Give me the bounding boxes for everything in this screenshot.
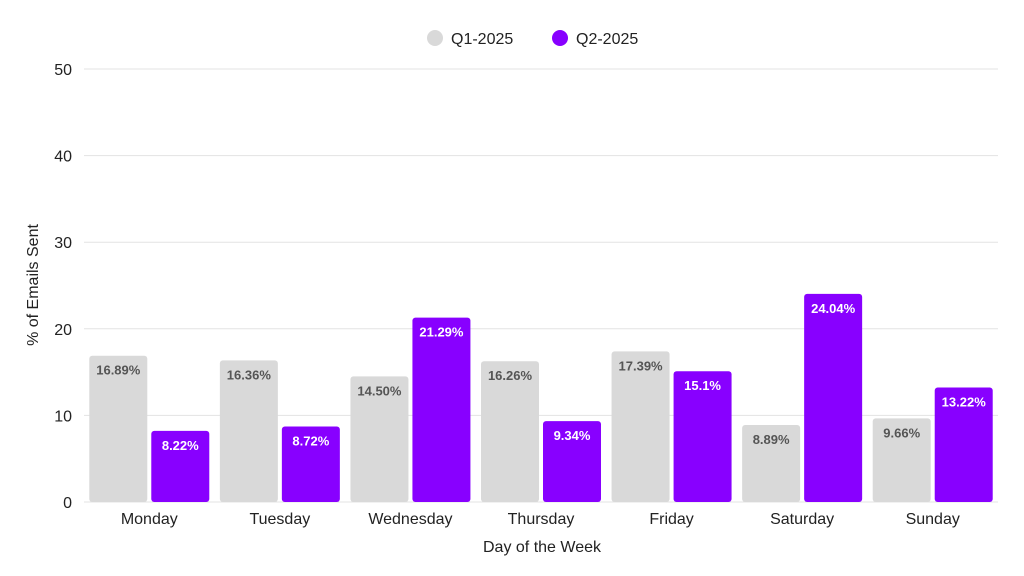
bar-value-label: 21.29% — [419, 325, 464, 340]
bar-value-label: 8.89% — [753, 432, 790, 447]
y-tick-label: 20 — [54, 322, 72, 339]
bar-value-label: 9.34% — [554, 428, 591, 443]
y-tick-label: 10 — [54, 408, 72, 425]
bar-q1-2025 — [872, 418, 931, 502]
x-tick-label: Thursday — [508, 511, 575, 528]
y-tick-label: 50 — [54, 62, 72, 79]
x-axis-ticks: Monday Tuesday Wednesday Thursday Friday Satu… — [121, 511, 960, 528]
data-labels: 16.89% 8.22% 16.36% 8.72% 14.50% 21.29% 16.26%… — [96, 301, 986, 453]
legend-label: Q1-2025 — [451, 31, 513, 48]
bar-value-label: 14.50% — [357, 383, 402, 398]
bar-q1-2025 — [350, 376, 409, 502]
bar-value-label: 9.66% — [883, 425, 920, 440]
x-tick-label: Friday — [649, 511, 693, 528]
x-axis-title: Day of the Week — [483, 539, 602, 556]
bar-q2-2025 — [804, 293, 863, 502]
bar-value-label: 13.22% — [942, 395, 987, 410]
bar-q2-2025 — [543, 421, 601, 502]
bar-q2-2025 — [281, 426, 340, 502]
bar-q2-2025 — [934, 387, 993, 502]
bar-q1-2025 — [89, 355, 148, 502]
bar-q1-2025 — [611, 351, 670, 502]
bar-q1-2025 — [219, 360, 278, 502]
bar-value-label: 24.04% — [811, 301, 856, 316]
legend-item-q1-2025[interactable]: Q1-2025 — [427, 30, 513, 48]
x-tick-label: Wednesday — [368, 511, 452, 528]
bar-value-label: 8.72% — [292, 433, 329, 448]
bar-q1-2025 — [481, 361, 539, 502]
bar-value-label: 15.1% — [684, 378, 721, 393]
x-tick-label: Saturday — [770, 511, 834, 528]
legend-item-q2-2025[interactable]: Q2-2025 — [552, 30, 638, 48]
bar-q2-2025 — [151, 430, 210, 502]
y-tick-label: 0 — [63, 495, 72, 512]
legend-swatch — [552, 30, 568, 46]
y-tick-label: 30 — [54, 235, 72, 252]
bar-value-label: 16.89% — [96, 363, 141, 378]
bar-value-label: 8.22% — [162, 438, 199, 453]
y-axis-ticks: 0 10 20 30 40 50 — [54, 62, 72, 512]
bar-value-label: 16.36% — [227, 367, 272, 382]
bar-q2-2025 — [673, 371, 732, 502]
x-tick-label: Monday — [121, 511, 178, 528]
legend-swatch — [427, 30, 443, 46]
y-axis-title: % of Emails Sent — [25, 224, 42, 346]
bars — [89, 293, 993, 502]
bar-value-label: 17.39% — [619, 358, 664, 373]
bar-value-label: 16.26% — [488, 368, 533, 383]
legend[interactable]: Q1-2025 Q2-2025 — [427, 30, 638, 48]
x-tick-label: Sunday — [906, 511, 960, 528]
x-tick-label: Tuesday — [249, 511, 310, 528]
legend-label: Q2-2025 — [576, 31, 638, 48]
bar-q1-2025 — [742, 425, 801, 502]
y-tick-label: 40 — [54, 149, 72, 166]
bar-q2-2025 — [412, 317, 471, 502]
